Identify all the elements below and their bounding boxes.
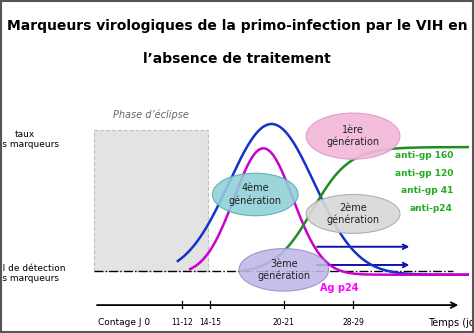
Ellipse shape xyxy=(239,248,328,291)
Text: Temps (jours): Temps (jours) xyxy=(428,318,474,328)
Text: Ag p24: Ag p24 xyxy=(320,283,359,293)
FancyBboxPatch shape xyxy=(94,130,209,271)
Text: 14-15: 14-15 xyxy=(200,318,221,327)
Text: seuil de détection
des marqueurs: seuil de détection des marqueurs xyxy=(0,264,66,283)
Text: 20-21: 20-21 xyxy=(273,318,295,327)
Text: anti-gp 120: anti-gp 120 xyxy=(394,168,453,177)
Ellipse shape xyxy=(306,113,400,159)
Ellipse shape xyxy=(212,173,298,216)
Ellipse shape xyxy=(306,194,400,233)
Text: 4ème
génération: 4ème génération xyxy=(228,183,282,205)
Text: Contage J 0: Contage J 0 xyxy=(98,318,150,327)
Text: taux
des marqueurs: taux des marqueurs xyxy=(0,130,59,150)
Text: 11-12: 11-12 xyxy=(171,318,193,327)
Text: 28-29: 28-29 xyxy=(342,318,364,327)
Text: 2ème
génération: 2ème génération xyxy=(327,203,380,225)
Text: Marqueurs virologiques de la primo-infection par le VIH en: Marqueurs virologiques de la primo-infec… xyxy=(7,19,467,33)
Text: anti-gp 160: anti-gp 160 xyxy=(394,151,453,160)
Text: anti-gp 41: anti-gp 41 xyxy=(401,186,453,195)
Text: anti-p24: anti-p24 xyxy=(410,203,453,212)
Text: l’absence de traitement: l’absence de traitement xyxy=(143,52,331,66)
Text: Phase d’éclipse: Phase d’éclipse xyxy=(113,110,189,120)
Text: 3ème
génération: 3ème génération xyxy=(257,259,310,281)
Text: 1ère
génération: 1ère génération xyxy=(327,125,380,147)
